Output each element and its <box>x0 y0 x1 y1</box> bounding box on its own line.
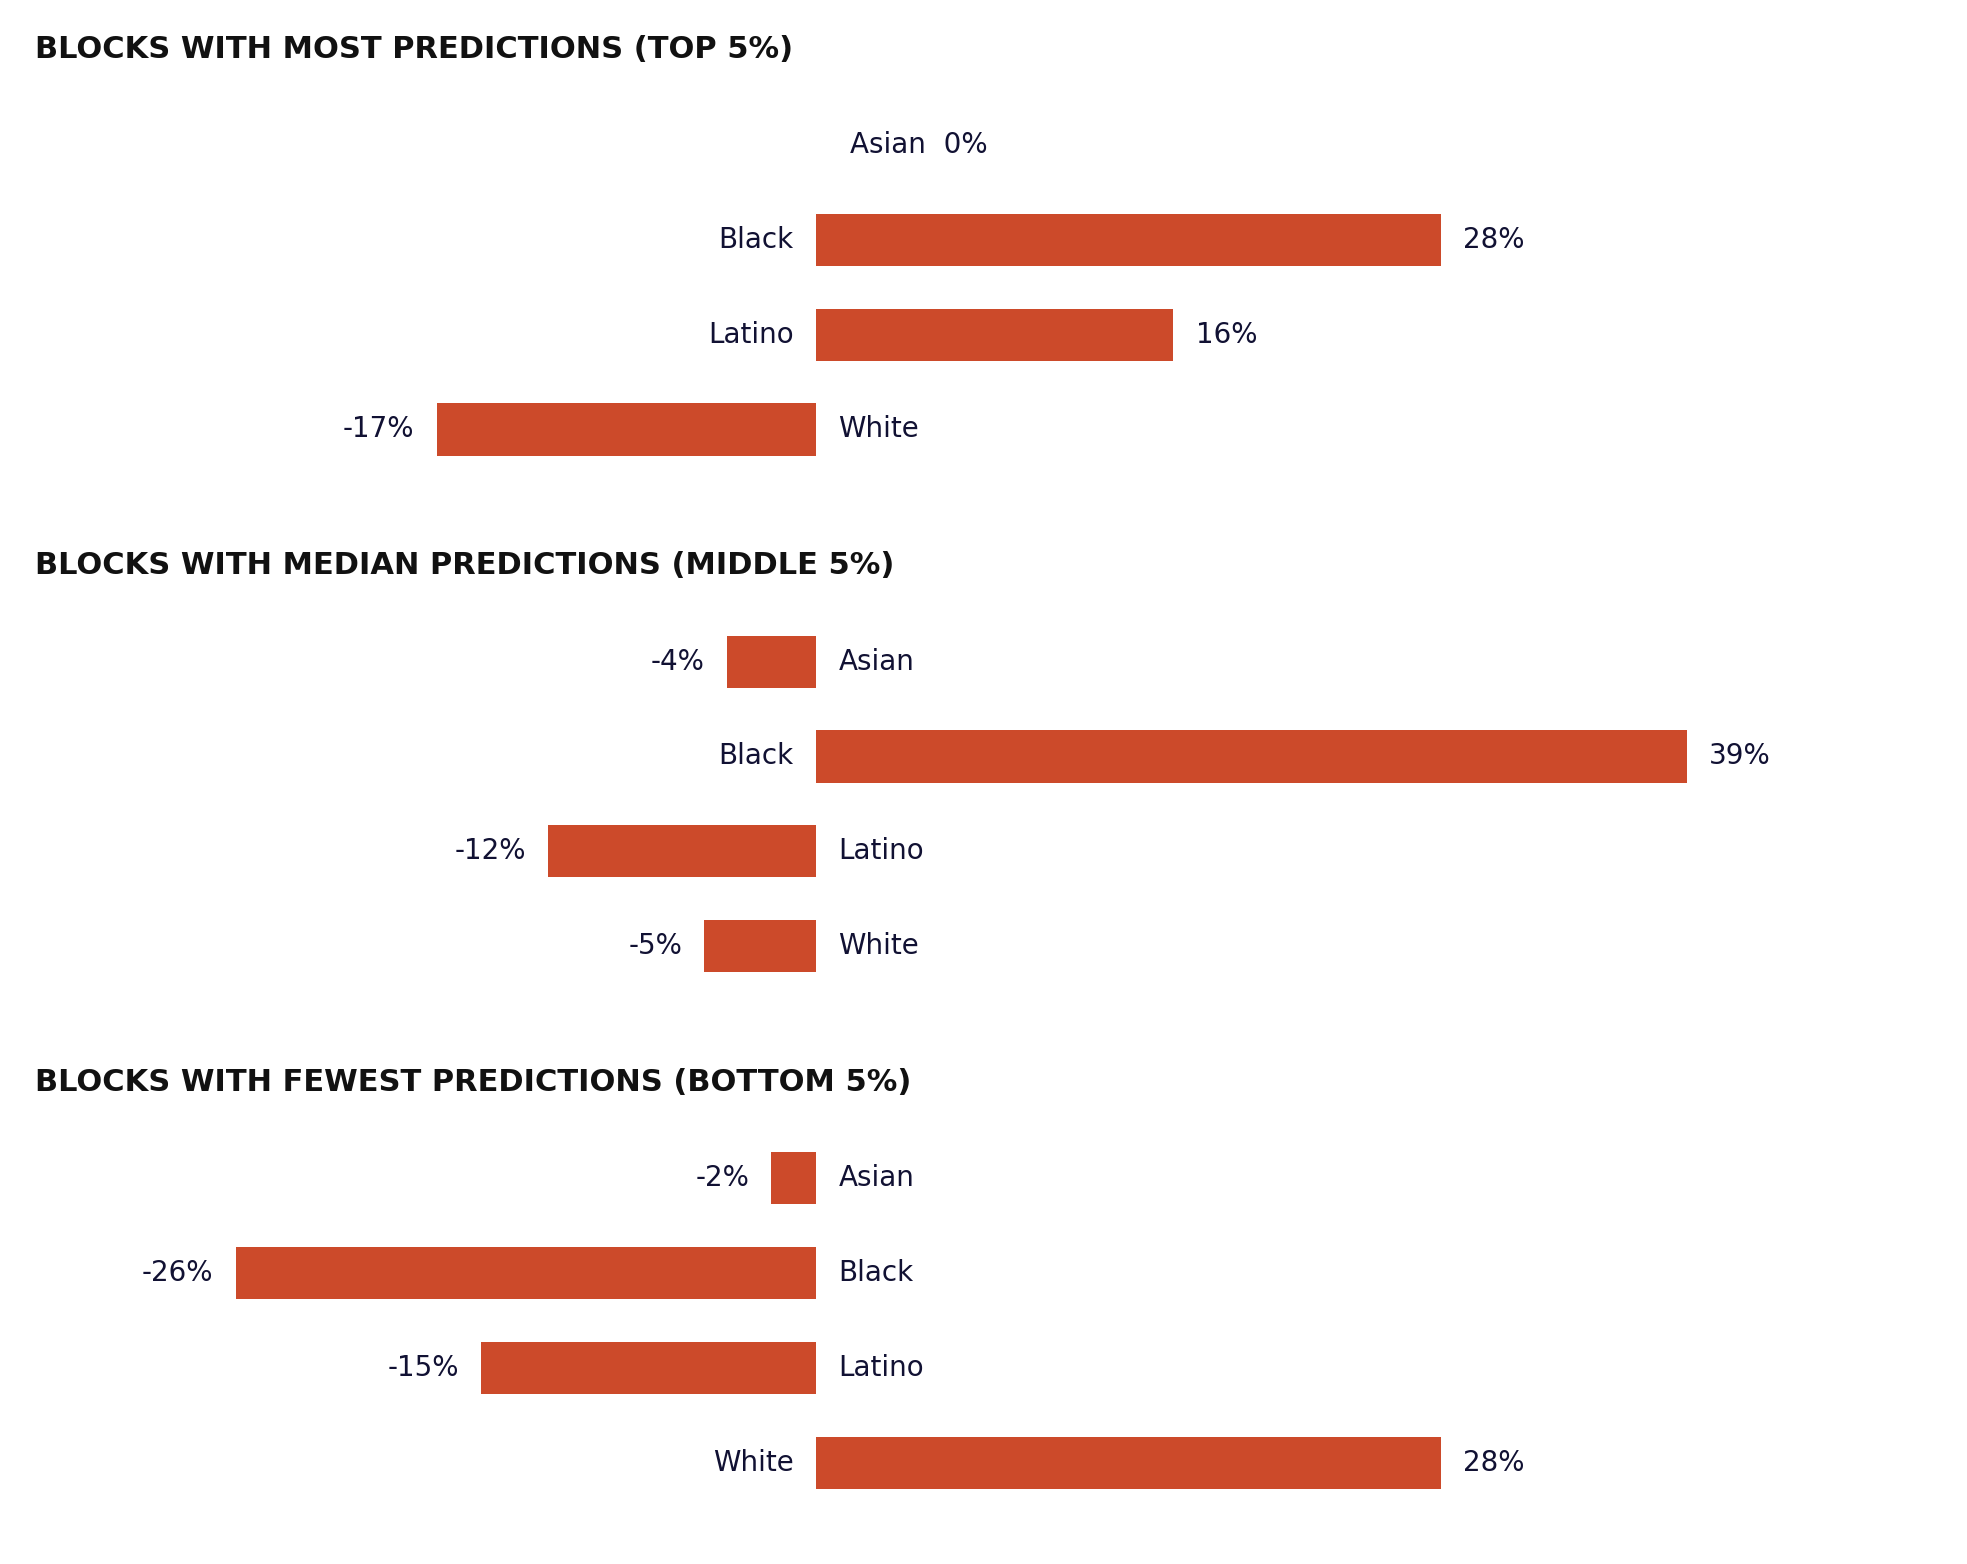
Text: -5%: -5% <box>627 932 683 960</box>
Text: -26%: -26% <box>142 1259 212 1287</box>
Bar <box>236 1247 816 1300</box>
Text: -15%: -15% <box>387 1354 458 1383</box>
Text: BLOCKS WITH MOST PREDICTIONS (TOP 5%): BLOCKS WITH MOST PREDICTIONS (TOP 5%) <box>35 34 793 64</box>
Text: 39%: 39% <box>1709 743 1770 771</box>
Bar <box>437 404 816 455</box>
Text: 16%: 16% <box>1196 321 1257 349</box>
Text: 28%: 28% <box>1463 225 1524 253</box>
Text: Asian: Asian <box>838 647 915 676</box>
Text: Latino: Latino <box>838 1354 924 1383</box>
Bar <box>482 1342 816 1394</box>
Bar <box>549 826 816 877</box>
Bar <box>704 920 816 973</box>
Text: 28%: 28% <box>1463 1448 1524 1476</box>
Text: White: White <box>838 416 919 444</box>
Text: BLOCKS WITH MEDIAN PREDICTIONS (MIDDLE 5%): BLOCKS WITH MEDIAN PREDICTIONS (MIDDLE 5… <box>35 552 895 580</box>
Text: Latino: Latino <box>708 321 795 349</box>
Text: -12%: -12% <box>454 837 525 865</box>
Text: Asian: Asian <box>838 1164 915 1192</box>
Text: BLOCKS WITH FEWEST PREDICTIONS (BOTTOM 5%): BLOCKS WITH FEWEST PREDICTIONS (BOTTOM 5… <box>35 1068 911 1096</box>
Text: White: White <box>712 1448 795 1476</box>
Bar <box>816 308 1172 361</box>
Text: Asian  0%: Asian 0% <box>850 131 987 160</box>
Text: Black: Black <box>838 1259 913 1287</box>
Bar <box>771 1153 816 1204</box>
Text: Latino: Latino <box>838 837 924 865</box>
Text: Black: Black <box>718 743 795 771</box>
Bar <box>816 1437 1442 1489</box>
Bar <box>816 730 1688 782</box>
Text: -4%: -4% <box>651 647 704 676</box>
Bar <box>726 635 816 688</box>
Text: -2%: -2% <box>694 1164 749 1192</box>
Bar <box>816 214 1442 266</box>
Text: White: White <box>838 932 919 960</box>
Text: Black: Black <box>718 225 795 253</box>
Text: -17%: -17% <box>342 416 415 444</box>
